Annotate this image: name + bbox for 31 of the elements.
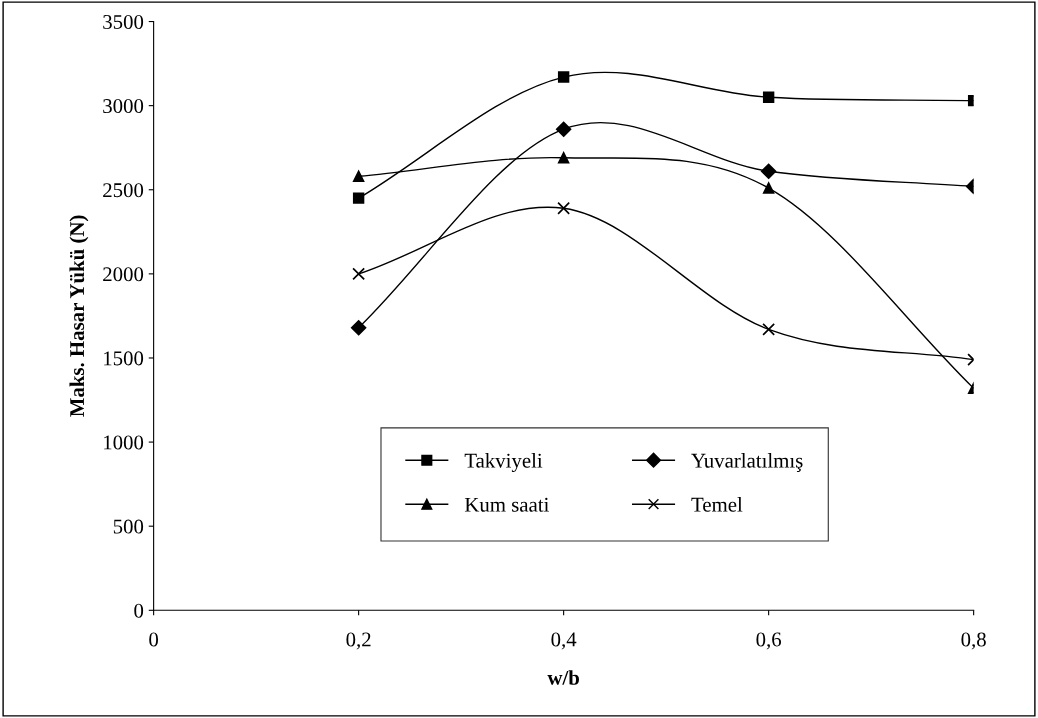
y-tick-label: 1000 — [104, 435, 144, 450]
legend-label: Temel — [691, 497, 743, 512]
point — [352, 267, 366, 281]
x-axis-title: w/b — [547, 670, 579, 685]
point — [557, 152, 570, 164]
y-tick-label: 2500 — [103, 183, 144, 198]
legend-label: Kum saati — [464, 497, 549, 512]
point — [555, 121, 572, 137]
point — [762, 91, 775, 103]
legend-label: Yuvarlatılmış — [691, 453, 803, 472]
x-tick-label: 0 — [149, 632, 159, 647]
y-tick-label: 0 — [134, 603, 144, 618]
point — [557, 201, 571, 215]
y-axis-title: Maks. Hasar Yükü (N) — [69, 215, 89, 417]
x-tick-label: 0,2 — [346, 632, 371, 650]
point — [352, 192, 365, 204]
x-tick-label: 0,6 — [756, 632, 782, 650]
y-tick-label: 3500 — [103, 14, 144, 29]
x-tick-label: 0,4 — [551, 632, 577, 650]
point — [350, 319, 367, 336]
point — [352, 170, 365, 182]
y-tick-label: 1500 — [104, 351, 144, 366]
y-tick-label: 3000 — [103, 99, 144, 114]
point — [762, 322, 776, 336]
legend-label: Takviyeli — [464, 453, 543, 472]
point — [760, 163, 777, 179]
x-tick-label: 0,8 — [961, 632, 986, 650]
point — [557, 71, 570, 83]
y-tick-label: 500 — [113, 519, 144, 534]
point — [762, 182, 775, 194]
y-tick-label: 2000 — [103, 267, 144, 282]
